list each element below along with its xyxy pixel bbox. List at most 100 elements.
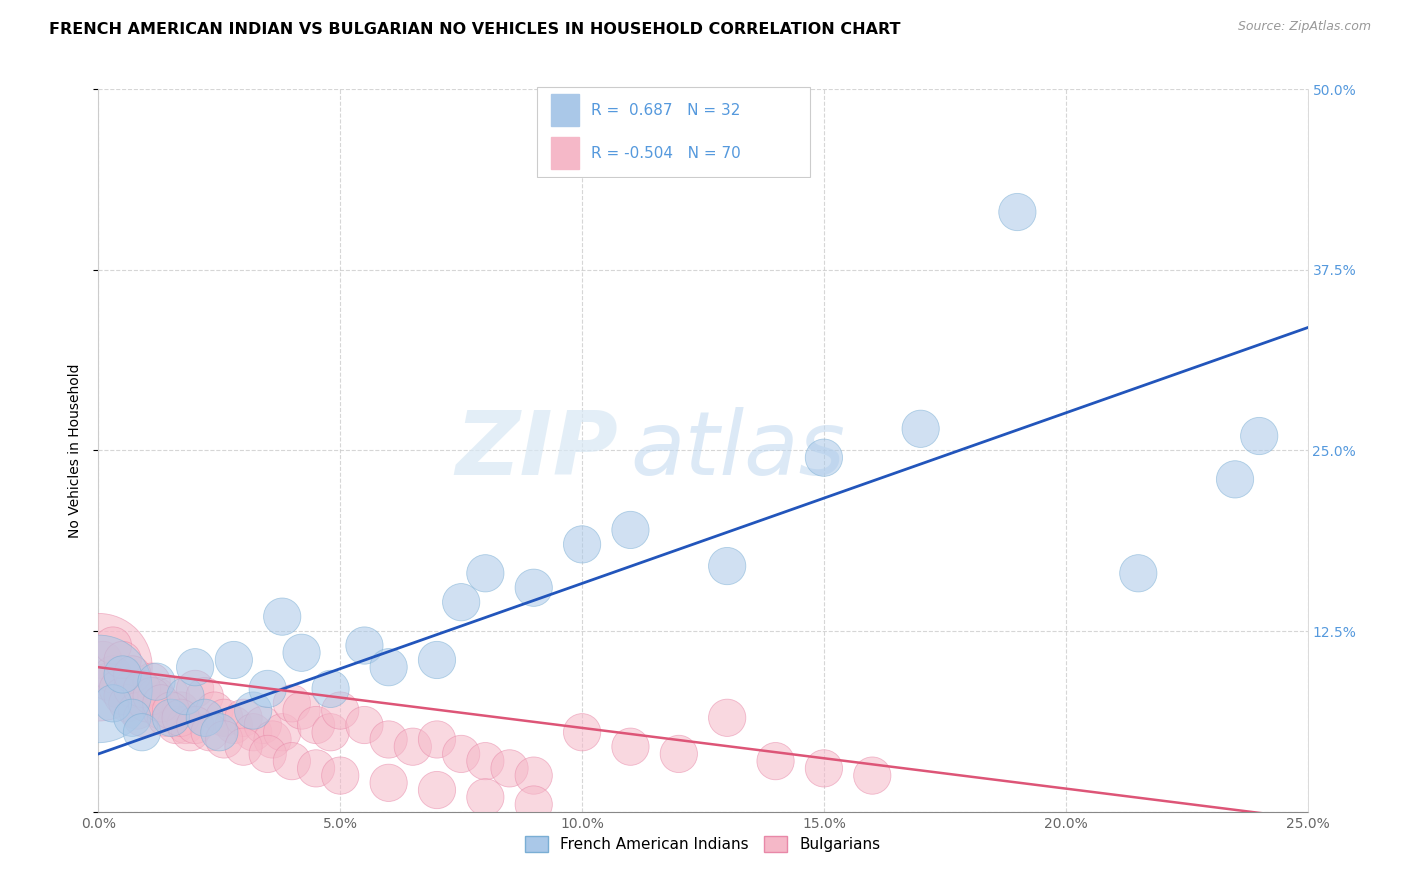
Point	[131, 681, 153, 696]
Point	[262, 732, 284, 747]
Point	[91, 653, 114, 667]
Point	[402, 739, 425, 754]
Point	[141, 674, 163, 689]
Point	[377, 776, 399, 790]
Point	[290, 646, 312, 660]
Point	[184, 660, 207, 674]
Point	[204, 704, 226, 718]
Point	[426, 653, 449, 667]
Text: R =  0.687   N = 32: R = 0.687 N = 32	[591, 103, 740, 118]
Point	[765, 754, 787, 768]
Point	[290, 704, 312, 718]
Point	[281, 754, 304, 768]
Point	[813, 761, 835, 775]
Point	[145, 689, 167, 703]
Point	[256, 681, 278, 696]
Point	[160, 689, 183, 703]
Point	[179, 725, 201, 739]
Text: FRENCH AMERICAN INDIAN VS BULGARIAN NO VEHICLES IN HOUSEHOLD CORRELATION CHART: FRENCH AMERICAN INDIAN VS BULGARIAN NO V…	[49, 22, 901, 37]
Point	[135, 696, 157, 710]
Point	[474, 754, 496, 768]
Legend: French American Indians, Bulgarians: French American Indians, Bulgarians	[519, 830, 887, 858]
Point	[523, 769, 546, 783]
Point	[242, 725, 264, 739]
Bar	[551, 137, 579, 169]
Point	[121, 711, 143, 725]
Point	[353, 639, 375, 653]
Point	[232, 711, 254, 725]
Point	[716, 711, 738, 725]
Point	[131, 725, 153, 739]
Point	[571, 537, 593, 551]
FancyBboxPatch shape	[537, 87, 810, 177]
Point	[1223, 472, 1246, 486]
Point	[198, 725, 221, 739]
Point	[319, 725, 342, 739]
Point	[101, 696, 124, 710]
Point	[87, 681, 110, 696]
Point	[127, 704, 149, 718]
Point	[145, 674, 167, 689]
Point	[256, 747, 278, 761]
Point	[377, 732, 399, 747]
Point	[150, 696, 173, 710]
Point	[619, 739, 641, 754]
Point	[212, 711, 235, 725]
Point	[498, 761, 520, 775]
Point	[426, 732, 449, 747]
Point	[208, 725, 231, 739]
Point	[194, 689, 217, 703]
Point	[232, 739, 254, 754]
Point	[160, 711, 183, 725]
Point	[426, 783, 449, 797]
Point	[101, 667, 124, 681]
Point	[329, 769, 352, 783]
Y-axis label: No Vehicles in Household: No Vehicles in Household	[69, 363, 83, 538]
Point	[97, 674, 120, 689]
Point	[1128, 566, 1150, 581]
Point	[271, 609, 294, 624]
Point	[450, 747, 472, 761]
Point	[131, 711, 153, 725]
Point	[860, 769, 883, 783]
Point	[174, 689, 197, 703]
Point	[910, 422, 932, 436]
Point	[281, 696, 304, 710]
Point	[619, 523, 641, 537]
Point	[87, 660, 110, 674]
Point	[222, 653, 245, 667]
Point	[668, 747, 690, 761]
Point	[242, 704, 264, 718]
Point	[271, 725, 294, 739]
Point	[194, 711, 217, 725]
Point	[111, 653, 134, 667]
Point	[305, 761, 328, 775]
Point	[1007, 205, 1029, 219]
Bar	[551, 95, 579, 126]
Point	[523, 797, 546, 812]
Point	[329, 704, 352, 718]
Point	[121, 667, 143, 681]
Point	[1249, 429, 1271, 443]
Point	[160, 704, 183, 718]
Text: Source: ZipAtlas.com: Source: ZipAtlas.com	[1237, 20, 1371, 33]
Point	[174, 718, 197, 732]
Point	[377, 660, 399, 674]
Point	[523, 581, 546, 595]
Point	[716, 559, 738, 574]
Point	[474, 790, 496, 805]
Point	[353, 718, 375, 732]
Point	[813, 450, 835, 465]
Point	[121, 681, 143, 696]
Point	[474, 566, 496, 581]
Point	[117, 696, 139, 710]
Point	[252, 718, 274, 732]
Point	[222, 718, 245, 732]
Point	[107, 681, 129, 696]
Point	[184, 718, 207, 732]
Point	[155, 711, 177, 725]
Text: atlas: atlas	[630, 408, 845, 493]
Point	[111, 667, 134, 681]
Point	[101, 639, 124, 653]
Point	[571, 725, 593, 739]
